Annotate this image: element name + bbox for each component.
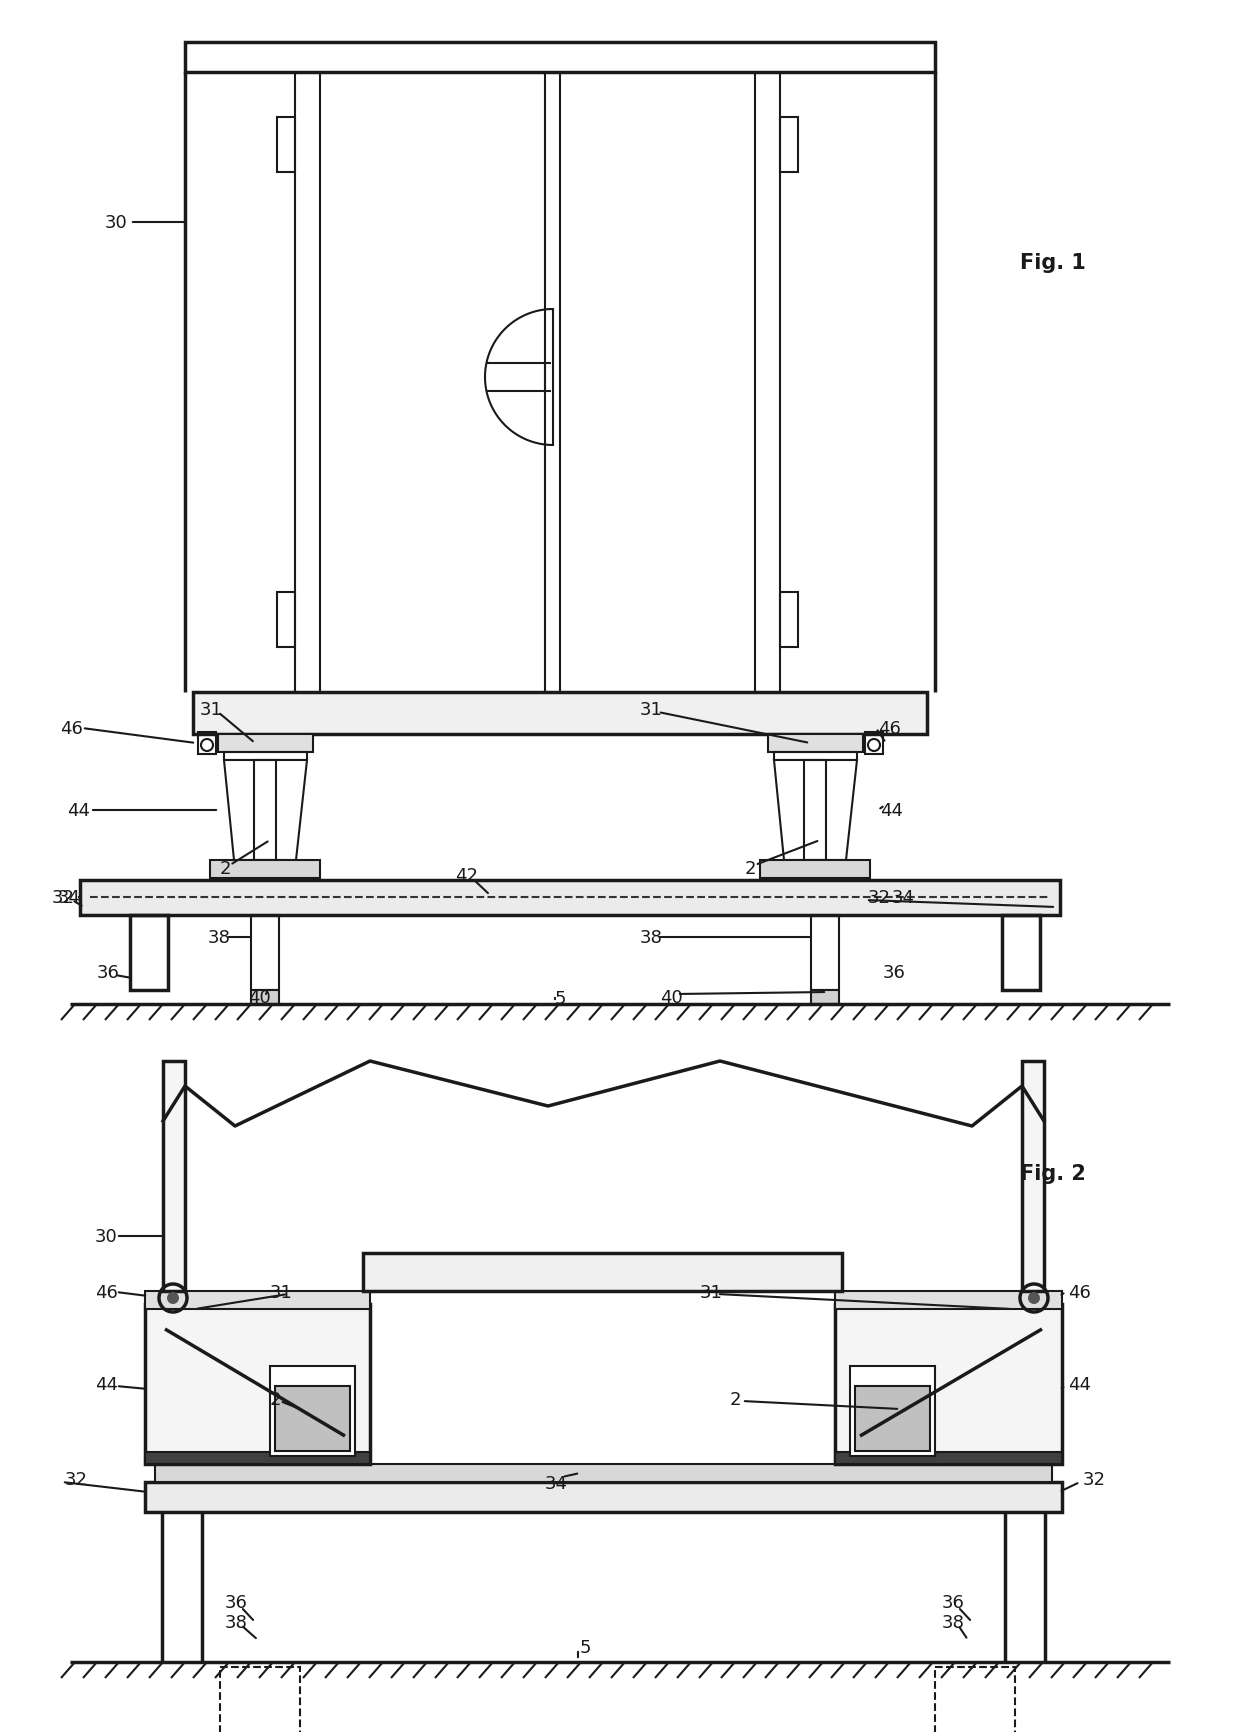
Text: 30: 30 xyxy=(95,1228,118,1245)
Bar xyxy=(198,733,216,755)
Bar xyxy=(275,1386,350,1451)
Bar xyxy=(1002,916,1040,991)
Text: 31: 31 xyxy=(640,701,663,719)
Text: 44: 44 xyxy=(67,802,91,819)
Text: 31: 31 xyxy=(270,1283,293,1301)
Circle shape xyxy=(167,1292,179,1304)
Bar xyxy=(270,1367,355,1457)
Bar xyxy=(130,916,167,991)
Text: 2: 2 xyxy=(745,859,756,878)
Bar xyxy=(81,880,1060,916)
Text: 44: 44 xyxy=(95,1375,118,1393)
Text: 36: 36 xyxy=(883,963,906,982)
Text: 30: 30 xyxy=(105,213,128,232)
Text: Fig. 1: Fig. 1 xyxy=(1021,253,1086,274)
Bar xyxy=(145,1304,370,1464)
Text: 31: 31 xyxy=(200,701,223,719)
Bar xyxy=(224,753,308,760)
Bar xyxy=(277,592,295,648)
Bar xyxy=(835,1304,1061,1464)
Text: 36: 36 xyxy=(224,1593,248,1611)
Bar xyxy=(210,861,320,878)
Bar xyxy=(935,1666,1016,1732)
Text: 38: 38 xyxy=(224,1612,248,1632)
Bar xyxy=(768,734,863,753)
Text: 2: 2 xyxy=(270,1391,281,1408)
Bar xyxy=(218,734,312,753)
Bar xyxy=(780,118,799,173)
Bar xyxy=(835,1451,1061,1464)
Bar xyxy=(856,1386,930,1451)
Polygon shape xyxy=(224,760,308,861)
Bar xyxy=(811,991,839,1005)
Bar xyxy=(250,991,279,1005)
Text: 38: 38 xyxy=(640,928,663,946)
Text: 32: 32 xyxy=(52,889,74,906)
Bar xyxy=(760,861,870,878)
Bar xyxy=(277,118,295,173)
Bar xyxy=(811,916,839,991)
Text: 46: 46 xyxy=(878,719,901,738)
Bar xyxy=(254,760,277,861)
Text: 2: 2 xyxy=(730,1391,742,1408)
Text: 31: 31 xyxy=(701,1283,723,1301)
Polygon shape xyxy=(774,760,857,861)
Text: 32: 32 xyxy=(64,1470,88,1488)
Bar xyxy=(1022,1062,1044,1292)
Bar xyxy=(780,592,799,648)
Bar xyxy=(250,916,279,991)
Bar xyxy=(774,753,857,760)
Text: 42: 42 xyxy=(455,866,477,885)
Text: 44: 44 xyxy=(1068,1375,1091,1393)
Bar xyxy=(219,1666,300,1732)
Text: 5: 5 xyxy=(556,989,567,1008)
Circle shape xyxy=(1028,1292,1040,1304)
Text: Fig. 2: Fig. 2 xyxy=(1021,1164,1086,1183)
Text: 5: 5 xyxy=(580,1638,591,1656)
Bar xyxy=(162,1062,185,1292)
Bar xyxy=(155,1464,1052,1483)
Text: 40: 40 xyxy=(660,989,683,1006)
Text: 36: 36 xyxy=(97,963,120,982)
Bar xyxy=(835,1292,1061,1309)
Bar xyxy=(145,1292,370,1309)
Text: 34: 34 xyxy=(546,1474,568,1493)
Text: 38: 38 xyxy=(208,928,231,946)
Bar xyxy=(849,1367,935,1457)
Text: 44: 44 xyxy=(880,802,903,819)
Text: 46: 46 xyxy=(60,719,83,738)
Bar xyxy=(185,43,935,73)
Text: 2: 2 xyxy=(219,859,232,878)
Bar xyxy=(193,693,928,734)
Text: 36: 36 xyxy=(942,1593,965,1611)
Text: 46: 46 xyxy=(1068,1283,1091,1301)
Bar xyxy=(804,760,826,861)
Text: 38: 38 xyxy=(942,1612,965,1632)
Text: 32: 32 xyxy=(1083,1470,1106,1488)
Text: 32: 32 xyxy=(868,889,892,906)
Bar xyxy=(866,733,883,755)
Text: 34: 34 xyxy=(892,889,915,906)
Bar xyxy=(363,1254,842,1292)
Text: 40: 40 xyxy=(248,989,270,1006)
Bar xyxy=(145,1451,370,1464)
Text: 34: 34 xyxy=(58,889,81,906)
Text: 46: 46 xyxy=(95,1283,118,1301)
Bar xyxy=(145,1483,1061,1512)
